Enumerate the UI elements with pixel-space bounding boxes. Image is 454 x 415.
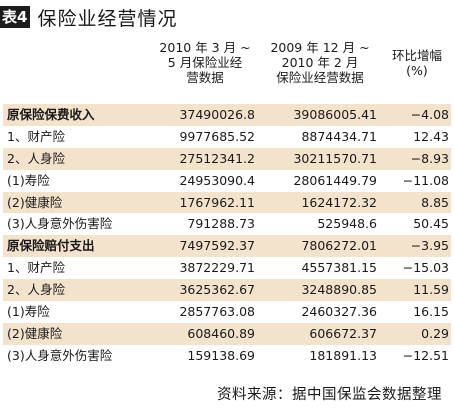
value-current: 3625362.67 — [179, 282, 255, 298]
table-row: (3)人身意外伤害险 791288.73 525948.6 50.45 — [3, 213, 451, 235]
value-current: 1767962.11 — [179, 194, 255, 210]
column-header-current-line-2: 5 月保险业经 — [167, 55, 243, 70]
table-row: (3)人身意外伤害险 159138.69 181891.13 −12.51 — [3, 345, 451, 367]
value-previous: 1624172.32 — [301, 194, 377, 210]
row-label: 原保险赔付支出 — [7, 238, 95, 254]
value-current: 791288.73 — [187, 216, 255, 232]
table-row: 原保险赔付支出 7497592.37 7806272.01 −3.95 — [3, 235, 451, 258]
table-body: 原保险保费收入 37490026.8 39086005.41 −4.08 1、财产险 99… — [3, 104, 451, 367]
row-label: 1、财产险 — [7, 128, 65, 144]
value-previous: 4557381.15 — [301, 260, 377, 276]
value-current: 159138.69 — [187, 347, 255, 363]
value-previous: 606672.37 — [309, 325, 377, 341]
value-change: 8.85 — [421, 194, 449, 210]
value-previous: 7806272.01 — [301, 238, 377, 254]
table-title: 保险业经营情况 — [37, 7, 178, 30]
value-change: 16.15 — [413, 304, 449, 320]
value-current: 3872229.71 — [179, 260, 255, 276]
value-change: 50.45 — [413, 216, 449, 232]
table-row: (2)健康险 608460.89 606672.37 0.29 — [3, 322, 451, 345]
value-change: −15.03 — [402, 260, 449, 276]
column-header-current-line-3: 营数据 — [186, 70, 224, 85]
value-change: 11.59 — [413, 282, 449, 298]
column-header-current-line-1: 2010 年 3 月 ~ — [159, 40, 251, 55]
table-row: 2、人身险 27512341.2 30211570.71 −8.93 — [3, 147, 451, 170]
value-current: 27512341.2 — [179, 150, 255, 166]
value-change: −3.95 — [410, 238, 449, 254]
value-change: −4.08 — [410, 107, 449, 122]
table-row: 2、人身险 3625362.67 3248890.85 11.59 — [3, 279, 451, 302]
column-header-change-line-2: (%) — [406, 63, 428, 78]
value-previous: 30211570.71 — [293, 150, 377, 166]
row-label: (3)人身意外伤害险 — [7, 216, 113, 232]
column-header-change: 环比增幅 (%) — [382, 48, 452, 78]
column-header-change-line-1: 环比增幅 — [391, 48, 442, 63]
row-label: (2)健康险 — [7, 194, 63, 210]
value-previous: 181891.13 — [309, 347, 377, 363]
row-label: 1、财产险 — [7, 260, 65, 276]
value-current: 24953090.4 — [179, 172, 255, 188]
value-change: −8.93 — [410, 150, 449, 166]
table-row: 1、财产险 3872229.71 4557381.15 −15.03 — [3, 257, 451, 279]
value-current: 9977685.52 — [179, 128, 255, 144]
table-row: (1)寿险 24953090.4 28061449.79 −11.08 — [3, 170, 451, 192]
value-previous: 2460327.36 — [301, 304, 377, 320]
value-current: 2857763.08 — [179, 304, 255, 320]
row-label: (3)人身意外伤害险 — [7, 347, 113, 363]
row-label: (1)寿险 — [7, 172, 50, 188]
column-header-current: 2010 年 3 月 ~ 5 月保险业经 营数据 — [150, 40, 260, 85]
value-previous: 39086005.41 — [293, 107, 377, 122]
value-current: 608460.89 — [187, 325, 255, 341]
source-note: 资料来源：据中国保监会数据整理 — [217, 387, 442, 403]
column-header-previous-line-1: 2009 年 12 月 ~ — [270, 40, 370, 55]
table-row: (2)健康险 1767962.11 1624172.32 8.85 — [3, 191, 451, 214]
value-previous: 28061449.79 — [293, 172, 377, 188]
value-previous: 3248890.85 — [301, 282, 377, 298]
table-number-tag: 表4 — [0, 6, 31, 28]
value-change: 12.43 — [413, 128, 449, 144]
row-label: 2、人身险 — [7, 150, 65, 166]
value-previous: 8874434.71 — [301, 128, 377, 144]
row-label: (1)寿险 — [7, 304, 50, 320]
value-change: −11.08 — [402, 172, 449, 188]
value-current: 37490026.8 — [179, 107, 255, 122]
row-label: 2、人身险 — [7, 282, 65, 298]
row-label: 原保险保费收入 — [7, 107, 95, 122]
column-header-previous-line-3: 保险业经营数据 — [276, 70, 364, 85]
row-label: (2)健康险 — [7, 325, 63, 341]
table-row: 1、财产险 9977685.52 8874434.71 12.43 — [3, 126, 451, 148]
table-title-row: 表4 保险业经营情况 — [0, 4, 177, 30]
column-header-previous: 2009 年 12 月 ~ 2010 年 2 月 保险业经营数据 — [258, 40, 382, 85]
table-row: (1)寿险 2857763.08 2460327.36 16.15 — [3, 301, 451, 323]
value-previous: 525948.6 — [317, 216, 377, 232]
column-header-previous-line-2: 2010 年 2 月 — [281, 55, 359, 70]
value-current: 7497592.37 — [179, 238, 255, 254]
table-row: 原保险保费收入 37490026.8 39086005.41 −4.08 — [3, 104, 451, 126]
table-header: 2010 年 3 月 ~ 5 月保险业经 营数据 2009 年 12 月 ~ 2… — [0, 40, 454, 104]
value-change: −12.51 — [402, 347, 449, 363]
value-change: 0.29 — [421, 325, 449, 341]
